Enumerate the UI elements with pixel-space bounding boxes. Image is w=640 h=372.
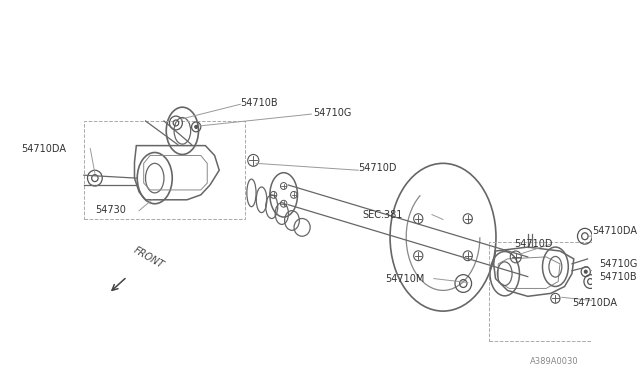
Text: 54730: 54730 <box>95 205 125 215</box>
Text: 54710DA: 54710DA <box>592 226 637 236</box>
Text: SEC.381: SEC.381 <box>362 209 403 219</box>
Text: 54710G: 54710G <box>600 259 638 269</box>
Text: 54710B: 54710B <box>241 98 278 108</box>
Text: 54710D: 54710D <box>358 163 397 173</box>
Text: 54710DA: 54710DA <box>572 298 617 308</box>
Circle shape <box>584 270 587 273</box>
Circle shape <box>195 125 198 128</box>
Text: A389A0030: A389A0030 <box>530 357 579 366</box>
Text: 54710G: 54710G <box>313 108 351 118</box>
Text: 54710B: 54710B <box>600 272 637 282</box>
Text: 54710DA: 54710DA <box>21 144 66 154</box>
Bar <box>84 121 245 219</box>
Text: 54710M: 54710M <box>385 273 424 283</box>
Text: FRONT: FRONT <box>132 246 166 271</box>
Text: 54710D: 54710D <box>514 239 552 249</box>
Bar <box>489 242 613 341</box>
